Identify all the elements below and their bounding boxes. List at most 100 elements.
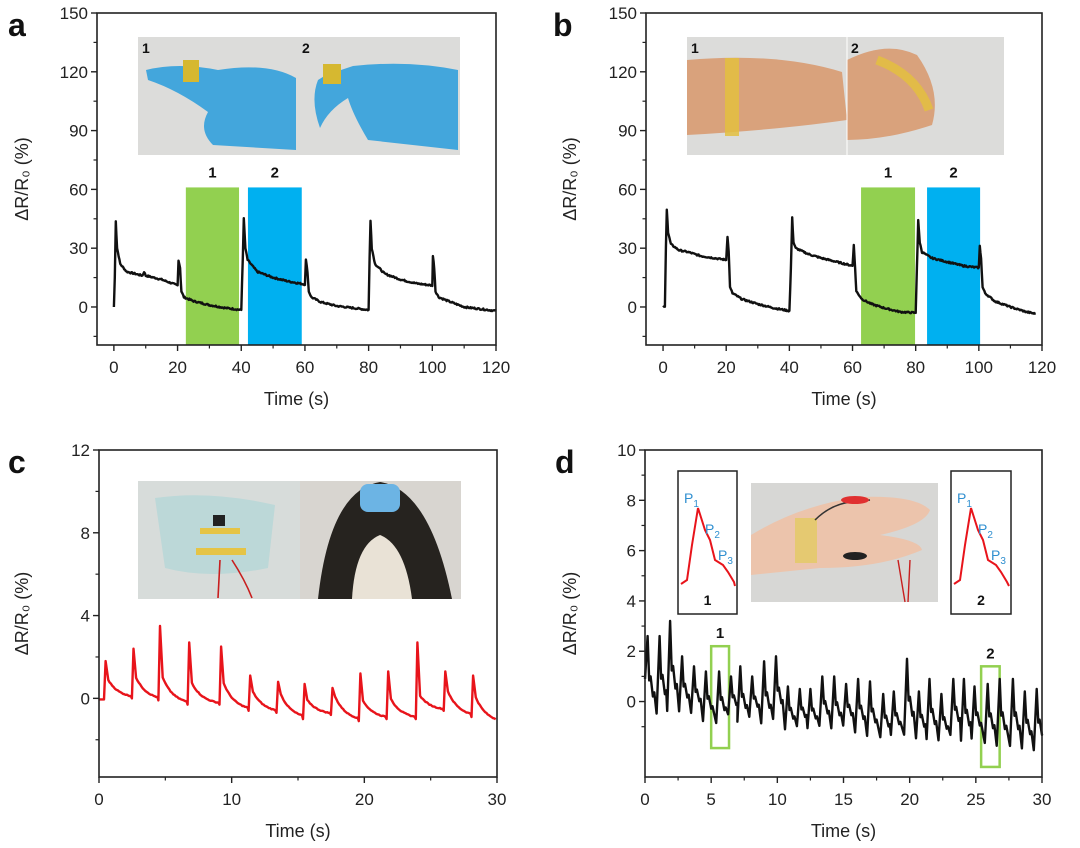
y-tick-label: 0 [81, 689, 90, 708]
peak-label: P3 [991, 547, 1006, 567]
x-tick-label: 100 [418, 358, 446, 377]
y-tick-label: 4 [81, 607, 90, 626]
y-tick-label: 120 [60, 63, 88, 82]
sensor-strip [200, 528, 240, 534]
panel-letter: a [8, 7, 26, 43]
x-tick-label: 40 [780, 358, 799, 377]
y-tick-label: 30 [69, 239, 88, 258]
highlight-region-2 [247, 187, 302, 345]
y-tick-label: 90 [618, 122, 637, 141]
sensor-strip [795, 518, 817, 563]
x-tick-label: 20 [168, 358, 187, 377]
mask-image [360, 484, 400, 512]
sensor-strip [875, 55, 934, 112]
sensor-image [213, 515, 225, 526]
x-tick-label: 80 [906, 358, 925, 377]
peak-letter: P [957, 490, 966, 506]
peak-index: 1 [693, 499, 699, 510]
photo-inset [138, 481, 461, 599]
panel-c: c 0 10 20 30 0 4 8 12 Time (s) ΔR/R₀ (%) [8, 441, 506, 841]
x-axis-title: Time (s) [265, 821, 330, 841]
x-tick-label: 100 [965, 358, 993, 377]
pulse-waveform [680, 507, 736, 587]
x-tick-label: 10 [768, 790, 787, 809]
y-tick-label: 60 [69, 180, 88, 199]
clip-red [841, 496, 869, 504]
peak-index: 3 [1000, 556, 1006, 567]
y-tick-label: 8 [81, 524, 90, 543]
arm-image [847, 48, 935, 140]
highlight-label: 1 [208, 164, 216, 181]
wire-image [897, 559, 911, 603]
pulse-inset-label: 1 [704, 592, 712, 608]
glove-image [314, 63, 458, 150]
series-line [643, 619, 1044, 752]
y-axis-title: ΔR/R₀ (%) [560, 137, 580, 221]
photo-label: 2 [851, 40, 859, 56]
x-tick-label: 120 [482, 358, 510, 377]
x-axis-title: Time (s) [811, 821, 876, 841]
peak-label: P3 [718, 547, 733, 567]
shirt-image [352, 535, 412, 599]
mask-image [155, 495, 275, 574]
x-tick-label: 25 [966, 790, 985, 809]
y-axis-title: ΔR/R₀ (%) [12, 572, 32, 656]
peak-index: 2 [987, 530, 993, 541]
highlight-region-1 [861, 187, 916, 345]
sensor-strip [725, 58, 739, 136]
series-line [662, 208, 1037, 315]
x-tick-label: 5 [706, 790, 715, 809]
panel-letter: b [553, 7, 573, 43]
peak-letter: P [705, 521, 714, 537]
y-tick-label: 0 [627, 693, 636, 712]
y-tick-label: 60 [618, 180, 637, 199]
plot-frame [645, 12, 1043, 346]
x-tick-label: 60 [843, 358, 862, 377]
x-tick-label: 40 [232, 358, 251, 377]
sensor-strip [196, 548, 246, 555]
y-tick-label: 150 [609, 4, 637, 23]
wire-image [217, 559, 253, 599]
peak-label: P1 [684, 490, 699, 510]
y-tick-label: 12 [71, 441, 90, 460]
photo-label: 1 [142, 40, 150, 56]
x-tick-label: 0 [640, 790, 649, 809]
y-tick-label: 120 [609, 63, 637, 82]
y-tick-label: 0 [79, 298, 88, 317]
x-tick-label: 30 [1033, 790, 1052, 809]
peak-index: 1 [966, 499, 972, 510]
series-line [112, 217, 497, 313]
series-line [99, 624, 497, 723]
y-tick-label: 6 [627, 542, 636, 561]
sensor-strip [323, 64, 341, 84]
peak-label: P1 [957, 490, 972, 510]
x-axis-title: Time (s) [264, 389, 329, 409]
x-tick-label: 0 [94, 790, 103, 809]
pulse-waveform [953, 507, 1010, 587]
y-tick-label: 2 [627, 642, 636, 661]
highlight-box-2 [979, 665, 1001, 769]
sensor-strip [183, 60, 199, 82]
y-tick-label: 150 [60, 4, 88, 23]
highlight-region-1 [185, 187, 240, 345]
y-tick-label: 10 [617, 441, 636, 460]
pulse-inset-frame [677, 470, 738, 615]
peak-letter: P [991, 547, 1000, 563]
photo-label: 1 [691, 40, 699, 56]
peak-letter: P [718, 547, 727, 563]
x-tick-label: 20 [717, 358, 736, 377]
y-tick-label: 0 [628, 298, 637, 317]
peak-letter: P [684, 490, 693, 506]
peak-label: P2 [978, 521, 993, 541]
y-tick-label: 4 [627, 592, 636, 611]
pulse-inset-label: 2 [977, 592, 985, 608]
x-tick-label: 30 [488, 790, 507, 809]
